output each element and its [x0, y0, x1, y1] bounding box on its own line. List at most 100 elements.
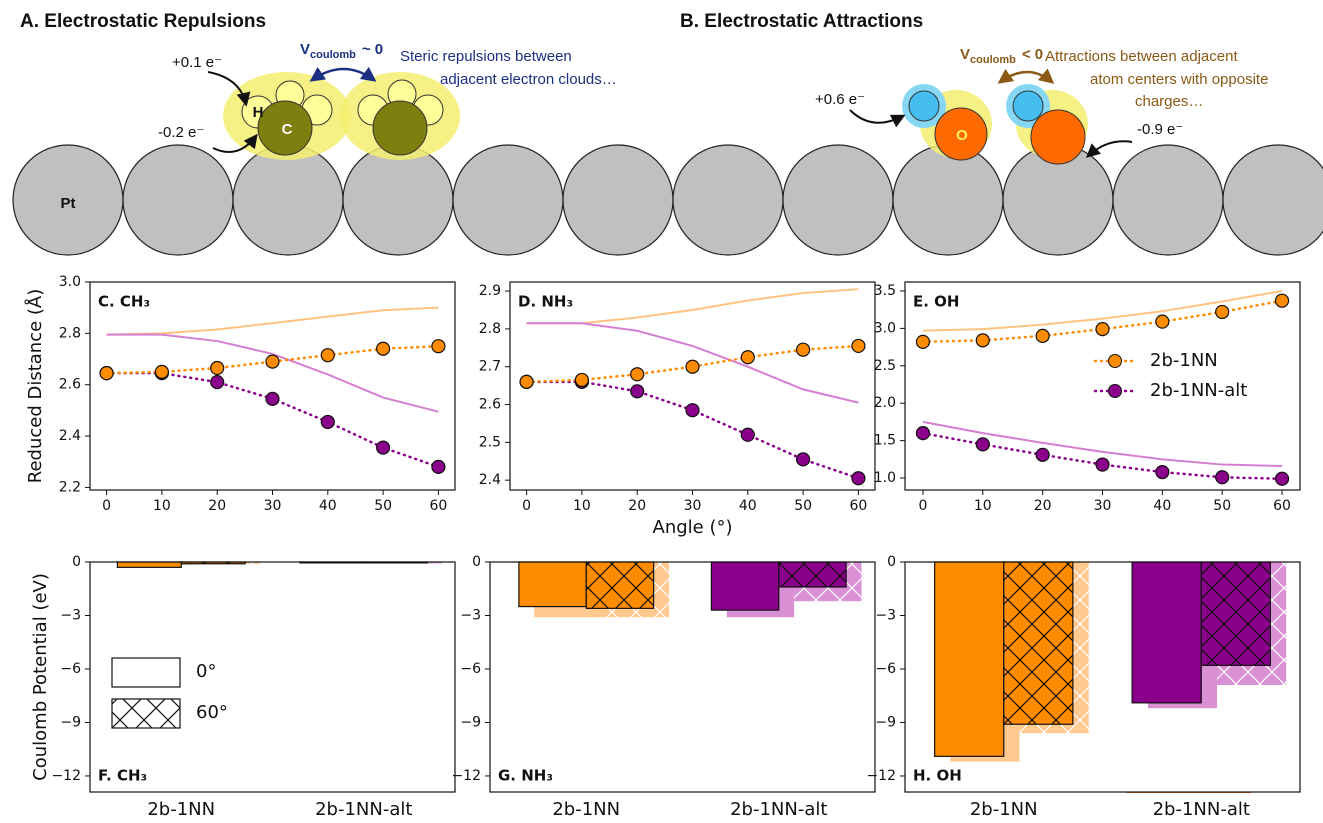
point: [1216, 471, 1229, 484]
x-tick-label: 40: [1153, 498, 1171, 514]
pt-atom: [893, 145, 1003, 255]
x-tick-label: 50: [1213, 498, 1231, 514]
x-tick-label: 40: [319, 498, 337, 514]
v-symbol: V: [300, 41, 310, 58]
pt-surface: [13, 145, 1323, 255]
bar: [711, 562, 778, 610]
point: [976, 334, 989, 347]
x-tick-label: 2b-1NN: [552, 799, 620, 820]
y-tick-label: 2.8: [479, 321, 501, 337]
panel-title: G. NH₃: [498, 767, 553, 785]
pt-atom: [563, 145, 673, 255]
point: [1156, 315, 1169, 328]
point: [520, 375, 533, 388]
x-axis-label: Angle (°): [653, 517, 733, 538]
charge-c: -0.2 e⁻: [158, 124, 204, 141]
panel-title: E. OH: [913, 293, 959, 311]
x-tick-label: 40: [739, 498, 757, 514]
y-tick-label: 2.6: [479, 397, 501, 413]
pt-atom: [343, 145, 453, 255]
pt-atom: [123, 145, 233, 255]
v-coulomb-b: Vcoulomb < 0: [960, 46, 1043, 66]
v-coulomb-a: Vcoulomb~ 0: [300, 41, 383, 61]
y-tick-label: 0: [472, 554, 481, 570]
point: [432, 340, 445, 353]
x-tick-label: 10: [153, 498, 171, 514]
x-tick-label: 30: [264, 498, 282, 514]
y-tick-label: 2.2: [59, 479, 81, 495]
y-tick-label: 2.8: [59, 325, 81, 341]
y-tick-label: 3.5: [874, 283, 896, 299]
y-tick-label: 0: [72, 554, 81, 570]
x-tick-label: 0: [522, 498, 531, 514]
point: [211, 362, 224, 375]
panel-a-title: A. Electrostatic Repulsions: [20, 11, 266, 32]
pt-label: Pt: [61, 195, 76, 212]
bar: [117, 562, 181, 567]
panel-b-title: B. Electrostatic Attractions: [680, 11, 923, 32]
plot-area: [90, 282, 455, 490]
y-tick-label: 2.5: [874, 358, 896, 374]
oh-right: [1006, 84, 1088, 164]
v-subscript: coulomb: [310, 49, 356, 61]
point: [741, 351, 754, 364]
o-label: O: [956, 127, 968, 144]
arrow: [1000, 72, 1052, 82]
x-tick-label: 2b-1NN-alt: [1153, 799, 1250, 820]
point: [321, 349, 334, 362]
v-symbol: V: [960, 46, 970, 63]
legend-label: 2b-1NN-alt: [1150, 380, 1247, 401]
pt-atom: [453, 145, 563, 255]
y-tick-label: 0: [887, 554, 896, 570]
point: [686, 360, 699, 373]
legend-marker: [1109, 385, 1122, 398]
point: [976, 438, 989, 451]
h-label: H: [253, 104, 264, 121]
pt-atom: [783, 145, 893, 255]
chart: 0−3−6−9−122b-1NN2b-1NN-altG. NH₃: [451, 554, 875, 820]
x-tick-label: 60: [429, 498, 447, 514]
x-tick-label: 50: [794, 498, 812, 514]
ch3-left: [223, 72, 351, 160]
note-line: atom centers with opposite: [1090, 71, 1268, 88]
point: [741, 428, 754, 441]
y-tick-label: −6: [460, 661, 481, 677]
note-line: Steric repulsions between: [400, 48, 572, 65]
arrow: [850, 110, 903, 123]
legend-label: 0°: [196, 661, 216, 682]
y-tick-label: −9: [875, 714, 896, 730]
point: [266, 355, 279, 368]
arrow: [312, 69, 374, 80]
v-relation: < 0: [1022, 46, 1043, 63]
v-subscript: coulomb: [970, 54, 1016, 66]
x-tick-label: 2b-1NN: [147, 799, 215, 820]
y-tick-label: −12: [451, 768, 481, 784]
y-tick-label: −9: [60, 714, 81, 730]
bar: [1004, 562, 1073, 724]
y-axis-label: Reduced Distance (Å): [24, 289, 46, 484]
x-tick-label: 0: [918, 498, 927, 514]
bar: [935, 562, 1004, 756]
figure: Pt A. Electrostatic Repulsions H C +0.1 …: [0, 0, 1323, 823]
pt-atom: [1113, 145, 1223, 255]
point: [1216, 305, 1229, 318]
x-tick-label: 50: [374, 498, 392, 514]
y-tick-label: −9: [460, 714, 481, 730]
point: [1276, 294, 1289, 307]
x-tick-label: 2b-1NN-alt: [315, 799, 412, 820]
y-tick-label: 3.0: [874, 320, 896, 336]
y-tick-label: 1.0: [874, 470, 896, 486]
y-tick-label: −6: [60, 661, 81, 677]
charts: 2.22.42.62.83.00102030405060C. CH₃Reduce…: [24, 274, 1300, 820]
x-tick-label: 10: [974, 498, 992, 514]
point: [321, 415, 334, 428]
bar: [586, 562, 653, 608]
point: [631, 368, 644, 381]
y-tick-label: 2.0: [874, 395, 896, 411]
note-line: charges…: [1135, 93, 1203, 110]
point: [1036, 448, 1049, 461]
x-tick-label: 30: [1094, 498, 1112, 514]
point: [1096, 323, 1109, 336]
